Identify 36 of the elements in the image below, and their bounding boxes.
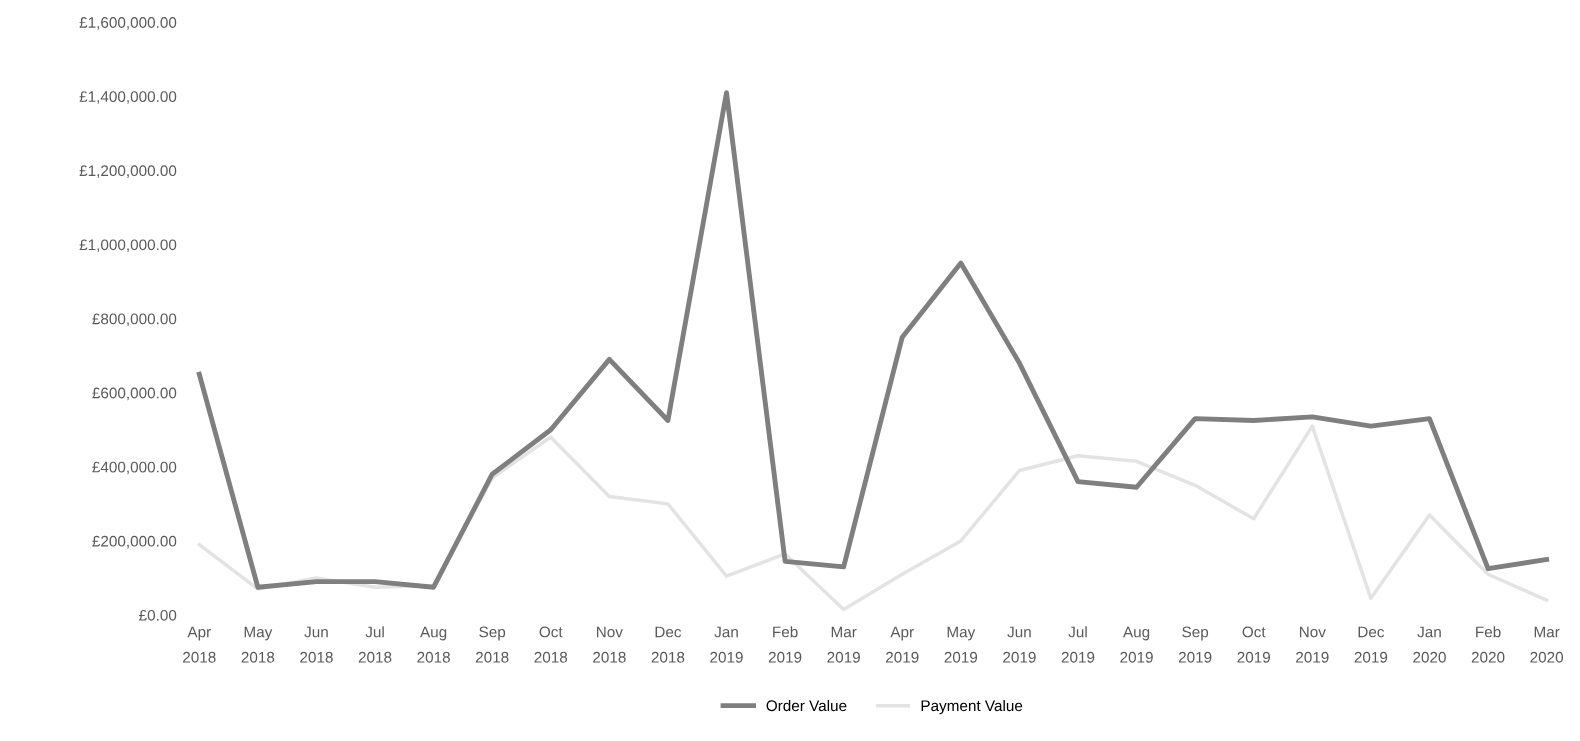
x-tick-label: Nov 2018 (593, 626, 626, 663)
x-tick-label: Dec 2019 (1354, 626, 1388, 663)
x-tick-label: Aug 2019 (1120, 626, 1153, 663)
x-tick-label: Jun 2019 (1003, 626, 1036, 663)
x-tick-label: Oct 2018 (534, 626, 568, 663)
y-tick-label: £1,000,000.00 (79, 239, 177, 253)
x-tick-label: Jun 2018 (300, 626, 333, 663)
x-tick-label: Jan 2020 (1413, 626, 1446, 663)
x-tick-label: May 2019 (944, 626, 978, 663)
y-tick-label: £1,200,000.00 (79, 165, 177, 178)
y-tick-label: £1,400,000.00 (79, 91, 177, 104)
x-tick-label: Apr 2018 (183, 626, 216, 663)
x-tick-label: Sep 2019 (1178, 626, 1212, 663)
x-tick-label: Jul 2019 (1061, 626, 1095, 663)
line-series (196, 90, 1550, 590)
y-tick-label: £0.00 (139, 609, 177, 621)
x-tick-label: Apr 2019 (886, 626, 919, 663)
x-tick-label: Dec 2018 (651, 626, 685, 663)
x-tick-label: Feb 2019 (768, 626, 802, 663)
y-tick-label: £800,000.00 (92, 313, 177, 327)
x-tick-label: Jan 2019 (710, 626, 743, 663)
x-tick-label: May 2018 (241, 626, 275, 663)
y-tick-label: £1,600,000.00 (79, 17, 177, 30)
y-tick-label: £200,000.00 (92, 535, 177, 549)
legend-label: Payment Value (921, 699, 1023, 715)
x-tick-label: Mar 2019 (827, 626, 860, 663)
legend-label: Order Value (766, 699, 847, 712)
x-tick-label: Oct 2019 (1237, 626, 1270, 663)
x-tick-label: Jul 2018 (358, 626, 392, 663)
x-tick-label: Aug 2018 (417, 626, 450, 663)
x-tick-label: Sep 2018 (475, 626, 509, 663)
y-tick-label: £600,000.00 (92, 387, 177, 401)
y-tick-label: £400,000.00 (92, 461, 177, 475)
x-tick-label: Mar 2020 (1530, 626, 1564, 663)
x-tick-label: Feb 2020 (1471, 626, 1505, 663)
x-tick-label: Nov 2019 (1296, 626, 1329, 663)
